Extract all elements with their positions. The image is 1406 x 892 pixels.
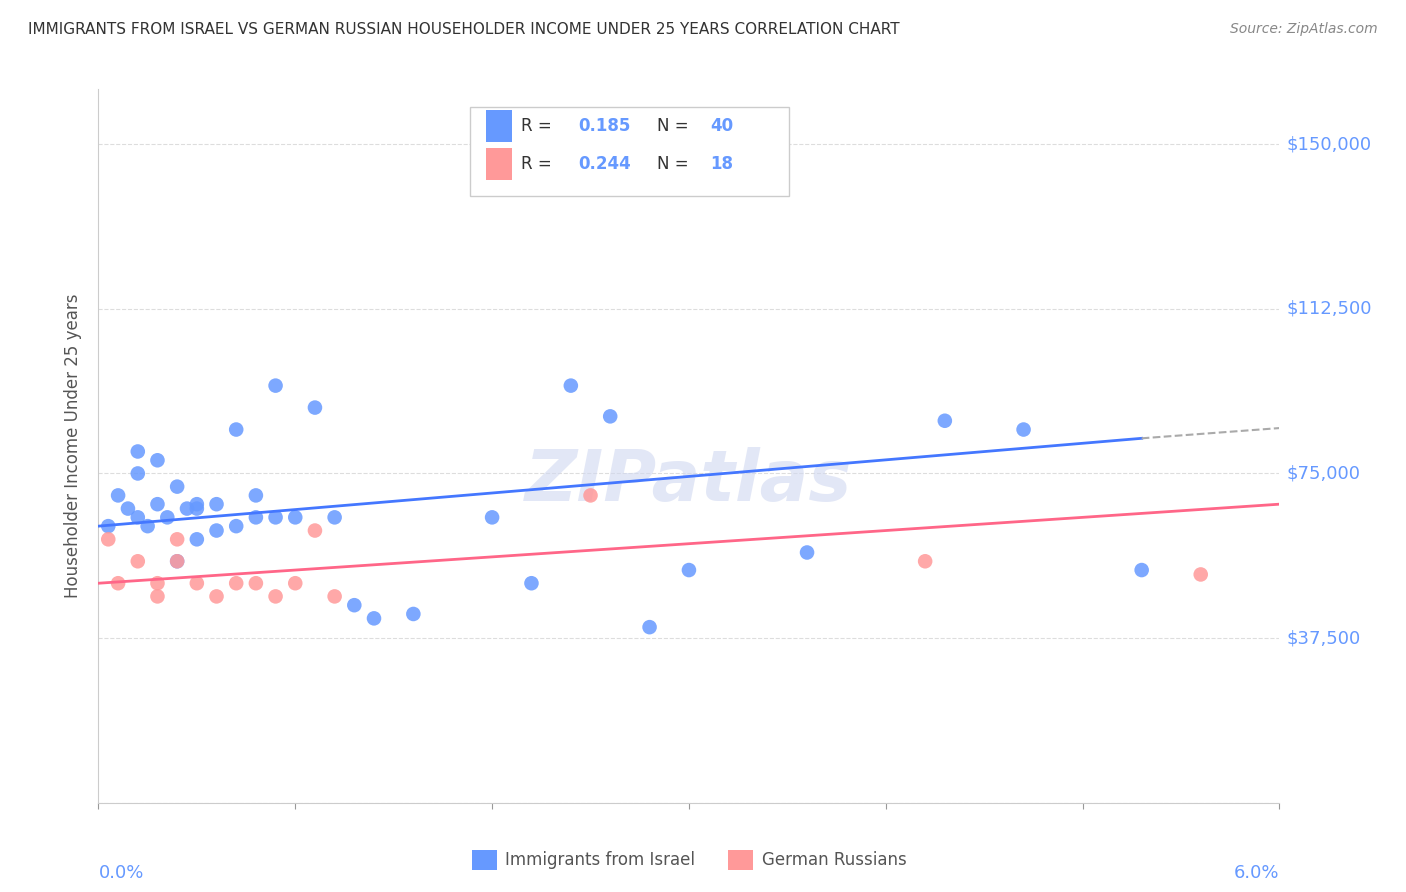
- Point: [914, 554, 936, 568]
- Text: $150,000: $150,000: [1286, 135, 1372, 153]
- FancyBboxPatch shape: [486, 148, 512, 180]
- Text: 18: 18: [710, 155, 733, 173]
- Point: [284, 510, 307, 524]
- Text: IMMIGRANTS FROM ISRAEL VS GERMAN RUSSIAN HOUSEHOLDER INCOME UNDER 25 YEARS CORRE: IMMIGRANTS FROM ISRAEL VS GERMAN RUSSIAN…: [28, 22, 900, 37]
- Text: 0.185: 0.185: [578, 117, 630, 135]
- FancyBboxPatch shape: [471, 107, 789, 196]
- Point: [156, 510, 179, 524]
- Point: [304, 524, 326, 538]
- Point: [97, 519, 120, 533]
- Text: R =: R =: [522, 155, 557, 173]
- Point: [560, 378, 582, 392]
- Point: [146, 576, 169, 591]
- Text: N =: N =: [657, 155, 695, 173]
- Point: [107, 488, 129, 502]
- Point: [402, 607, 425, 621]
- Point: [205, 524, 228, 538]
- Point: [264, 590, 287, 604]
- Text: $112,500: $112,500: [1286, 300, 1372, 318]
- Text: 0.244: 0.244: [578, 155, 631, 173]
- Point: [363, 611, 385, 625]
- Point: [264, 378, 287, 392]
- Point: [205, 497, 228, 511]
- Point: [166, 480, 188, 494]
- Legend: Immigrants from Israel, German Russians: Immigrants from Israel, German Russians: [465, 843, 912, 877]
- Point: [166, 533, 188, 547]
- Point: [323, 510, 346, 524]
- Point: [225, 423, 247, 437]
- Point: [186, 497, 208, 511]
- Point: [127, 444, 149, 458]
- Y-axis label: Householder Income Under 25 years: Householder Income Under 25 years: [65, 293, 83, 599]
- Point: [481, 510, 503, 524]
- Point: [117, 501, 139, 516]
- Point: [579, 488, 602, 502]
- Point: [1012, 423, 1035, 437]
- Text: 0.0%: 0.0%: [98, 864, 143, 882]
- Text: ZIPatlas: ZIPatlas: [526, 447, 852, 516]
- Point: [186, 576, 208, 591]
- Point: [245, 488, 267, 502]
- Text: R =: R =: [522, 117, 557, 135]
- Point: [205, 590, 228, 604]
- Point: [343, 598, 366, 612]
- Text: 6.0%: 6.0%: [1234, 864, 1279, 882]
- Point: [934, 414, 956, 428]
- Point: [146, 453, 169, 467]
- Point: [107, 576, 129, 591]
- Point: [146, 590, 169, 604]
- Point: [127, 554, 149, 568]
- Point: [127, 467, 149, 481]
- Point: [304, 401, 326, 415]
- Point: [225, 576, 247, 591]
- Point: [166, 554, 188, 568]
- Point: [264, 510, 287, 524]
- Text: 40: 40: [710, 117, 734, 135]
- Point: [599, 409, 621, 424]
- Point: [638, 620, 661, 634]
- Point: [520, 576, 543, 591]
- Point: [186, 533, 208, 547]
- FancyBboxPatch shape: [486, 110, 512, 142]
- Point: [176, 501, 198, 516]
- Point: [245, 510, 267, 524]
- Point: [97, 533, 120, 547]
- Text: Source: ZipAtlas.com: Source: ZipAtlas.com: [1230, 22, 1378, 37]
- Point: [796, 545, 818, 559]
- Point: [323, 590, 346, 604]
- Point: [146, 497, 169, 511]
- Point: [678, 563, 700, 577]
- Point: [127, 510, 149, 524]
- Text: N =: N =: [657, 117, 695, 135]
- Point: [136, 519, 159, 533]
- Point: [1130, 563, 1153, 577]
- Point: [284, 576, 307, 591]
- Text: $75,000: $75,000: [1286, 465, 1361, 483]
- Point: [245, 576, 267, 591]
- Point: [225, 519, 247, 533]
- Point: [166, 554, 188, 568]
- Point: [186, 501, 208, 516]
- Text: $37,500: $37,500: [1286, 629, 1361, 647]
- Point: [1189, 567, 1212, 582]
